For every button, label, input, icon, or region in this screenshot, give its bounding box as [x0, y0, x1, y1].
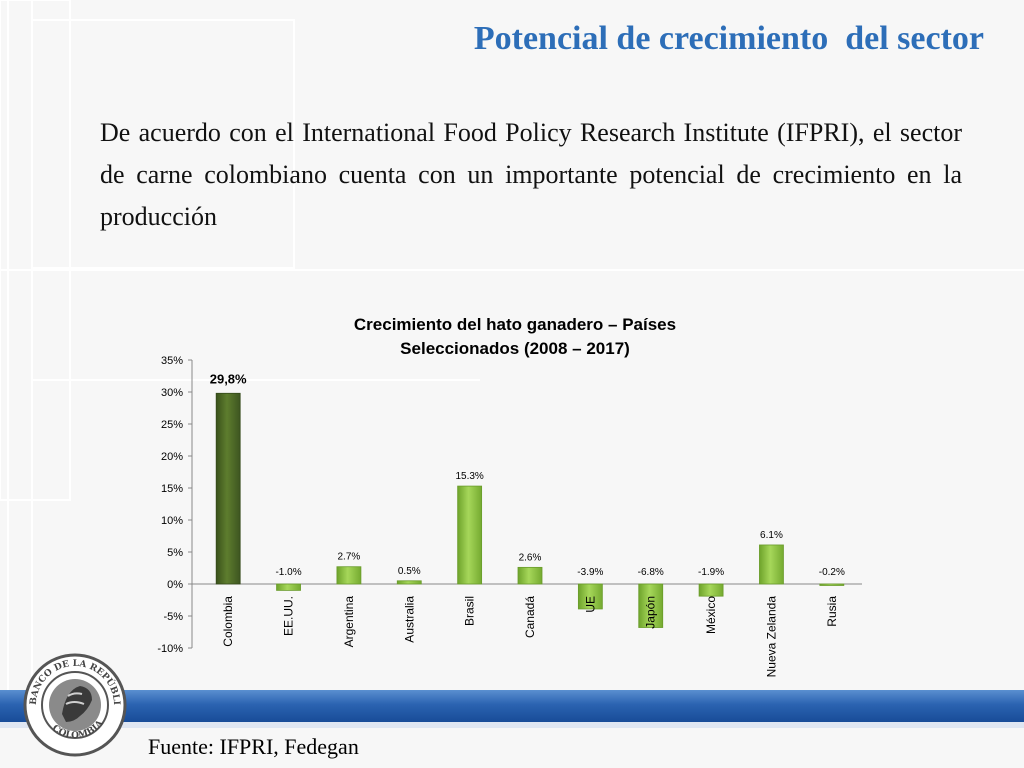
category-label: EE.UU.	[282, 596, 296, 636]
y-tick-label: -5%	[163, 611, 183, 623]
data-label: 2.6%	[519, 552, 542, 563]
data-label: -0.2%	[819, 567, 845, 578]
category-label: Japón	[644, 596, 658, 629]
bar-ee-uu-	[276, 583, 301, 591]
category-label: Australia	[402, 596, 416, 643]
bar-ue	[577, 583, 603, 610]
chart-title-line-2: Seleccionados (2008 – 2017)	[400, 339, 630, 358]
bar-rusia	[819, 583, 845, 586]
data-label: -3.9%	[577, 567, 603, 578]
data-label: 6.1%	[760, 530, 783, 541]
slide-title: Potencial de crecimiento del sector	[473, 20, 984, 57]
y-tick-label: 25%	[161, 419, 183, 431]
category-label: Brasil	[463, 596, 477, 626]
bar-argentina	[336, 566, 362, 585]
category-label: México	[704, 596, 718, 634]
y-tick-label: 0%	[167, 579, 183, 591]
data-label: -1.9%	[698, 567, 724, 578]
y-tick-label: 30%	[161, 387, 183, 399]
y-tick-label: 10%	[161, 515, 183, 527]
bar-jap-n	[638, 583, 664, 628]
footer-band	[0, 690, 1024, 722]
category-label: Rusia	[825, 596, 839, 627]
data-label: 15.3%	[455, 471, 483, 482]
data-label: 0.5%	[398, 566, 421, 577]
bar-canad-	[517, 566, 543, 585]
y-tick-label: 15%	[161, 483, 183, 495]
category-label: Colombia	[221, 596, 235, 647]
banco-de-la-republica-logo: BANCO DE LA REPÚBLICA COLOMBIA	[22, 652, 127, 757]
data-label: 29,8%	[210, 371, 247, 386]
y-tick-label: -10%	[157, 643, 183, 655]
chart-title-line-1: Crecimiento del hato ganadero – Países	[353, 315, 677, 334]
bar-nueva-zelanda	[759, 544, 784, 585]
data-label: 2.7%	[338, 552, 361, 563]
slide-body-text: De acuerdo con el International Food Pol…	[100, 118, 962, 231]
bar-m-xico	[698, 583, 724, 597]
data-label: -1.0%	[275, 567, 301, 578]
bar-australia	[396, 580, 422, 585]
source-note: Fuente: IFPRI, Fedegan	[148, 734, 359, 759]
bar-brasil	[457, 485, 483, 585]
chart-title: Crecimiento del hato ganadero – Países S…	[280, 313, 750, 361]
y-tick-label: 20%	[161, 451, 183, 463]
y-tick-label: 5%	[167, 547, 183, 559]
bar-colombia	[215, 392, 241, 585]
category-label: Nueva Zelanda	[764, 596, 778, 678]
footer-divider	[0, 722, 1024, 728]
y-tick-label: 35%	[161, 355, 183, 367]
data-label: -6.8%	[638, 567, 664, 578]
category-label: Argentina	[342, 596, 356, 648]
category-label: Canadá	[523, 596, 537, 638]
category-label: UE	[583, 596, 597, 613]
